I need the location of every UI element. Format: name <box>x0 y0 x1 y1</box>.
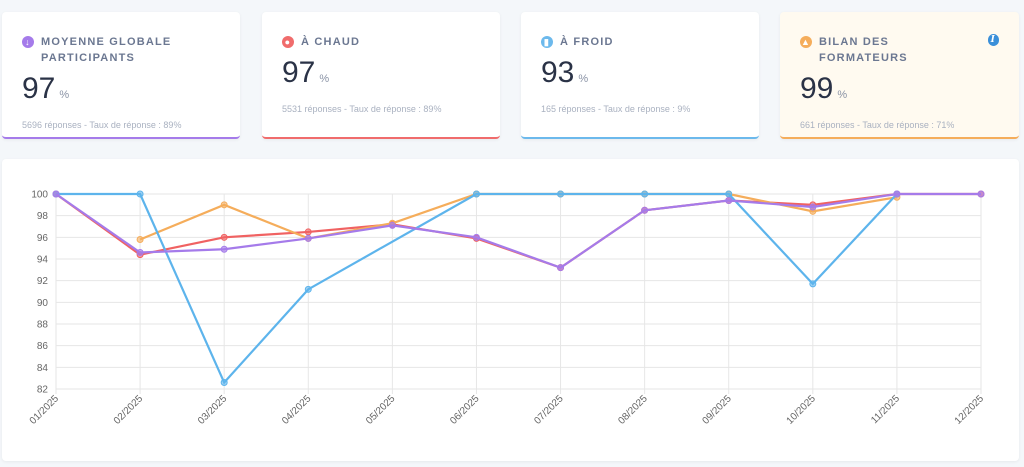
y-tick-label: 86 <box>37 341 49 352</box>
card-title: Moyenne globale participants <box>41 36 172 64</box>
x-tick-label: 07/2025 <box>532 393 566 427</box>
teacher-icon: ▲ <box>800 36 812 48</box>
y-tick-label: 100 <box>31 190 48 201</box>
card-title: Bilan des formateurs <box>819 36 908 64</box>
data-point-froid <box>557 190 565 198</box>
y-tick-label: 94 <box>37 255 49 266</box>
data-point-froid <box>809 280 817 288</box>
data-point-froid <box>220 379 228 386</box>
card-subtitle: 5696 réponses - Taux de réponse : 89% <box>22 120 182 130</box>
x-tick-label: 12/2025 <box>953 393 987 427</box>
y-tick-label: 82 <box>37 385 49 396</box>
data-point-global <box>388 221 396 229</box>
data-point-froid <box>641 190 649 198</box>
info-icon[interactable]: i <box>987 34 999 46</box>
flame-drop-icon: ● <box>282 36 294 48</box>
x-tick-label: 10/2025 <box>785 393 819 427</box>
data-point-global <box>220 245 228 253</box>
card-unit: % <box>59 89 70 101</box>
card-title: À froid <box>560 36 614 48</box>
data-point-global <box>977 190 985 198</box>
x-tick-label: 03/2025 <box>196 393 230 427</box>
data-point-global <box>557 264 565 272</box>
card-value: 97 <box>22 72 56 105</box>
x-tick-label: 11/2025 <box>869 393 902 426</box>
card-subtitle: 165 réponses - Taux de réponse : 9% <box>541 104 691 114</box>
data-point-global <box>641 206 649 214</box>
x-tick-label: 05/2025 <box>364 393 398 427</box>
thermometer-icon: ↓ <box>22 36 34 48</box>
x-tick-label: 04/2025 <box>280 393 314 427</box>
series-line-global <box>55 192 981 269</box>
card-value: 97 <box>282 56 316 89</box>
y-tick-label: 92 <box>37 276 49 287</box>
y-tick-label: 88 <box>37 320 49 331</box>
data-point-global <box>472 233 480 241</box>
data-point-froid <box>304 285 312 293</box>
y-tick-label: 84 <box>37 363 49 374</box>
line-chart: 82 84 86 88 90 92 94 96 98 100 01/2025 02/2025 03/20… <box>28 190 987 427</box>
stat-card: ↓ Moyenne globale participants 97% 5696 r… <box>2 12 240 139</box>
x-tick-label: 09/2025 <box>701 393 735 427</box>
data-point-froid <box>725 190 733 198</box>
thermometer-cold-icon: ▮ <box>541 36 553 48</box>
data-point-formateurs <box>220 201 228 209</box>
data-point-froid <box>472 190 480 198</box>
x-tick-label: 01/2025 <box>28 393 62 427</box>
card-subtitle: 661 réponses - Taux de réponse : 71% <box>800 120 955 130</box>
data-point-chaud <box>220 233 228 241</box>
x-tick-label: 02/2025 <box>112 393 146 427</box>
data-point-global <box>304 234 312 242</box>
card-unit: % <box>837 89 848 101</box>
card-title: À chaud <box>301 36 361 48</box>
card-value: 93 <box>541 56 575 89</box>
card-value: 99 <box>800 72 834 105</box>
stat-card: ▲ Bilan des formateurs i 99% 661 réponses … <box>780 12 1019 139</box>
data-point-global <box>136 249 144 256</box>
x-tick-label: 06/2025 <box>448 393 482 427</box>
y-tick-label: 96 <box>37 233 49 244</box>
y-tick-label: 98 <box>37 211 49 222</box>
data-point-global <box>809 203 817 211</box>
data-point-global <box>52 190 60 198</box>
stat-card: ● À chaud 97% 5531 réponses - Taux de rép… <box>262 12 500 139</box>
series-line-formateurs <box>139 192 898 241</box>
card-subtitle: 5531 réponses - Taux de réponse : 89% <box>282 104 442 114</box>
y-tick-label: 90 <box>37 298 49 309</box>
series-line-chaud <box>55 192 981 269</box>
stat-card: ▮ À froid 93% 165 réponses - Taux de répo… <box>521 12 759 139</box>
x-tick-label: 08/2025 <box>616 393 650 427</box>
data-point-global <box>893 190 901 198</box>
data-point-formateurs <box>136 236 144 243</box>
card-unit: % <box>578 73 589 85</box>
data-point-chaud <box>304 228 312 236</box>
data-point-froid <box>136 190 144 198</box>
series-line-froid <box>56 192 898 385</box>
chart-card: 82 84 86 88 90 92 94 96 98 100 01/2025 02/2025 03/20… <box>2 159 1019 461</box>
card-unit: % <box>319 73 330 85</box>
data-point-global <box>725 197 733 204</box>
